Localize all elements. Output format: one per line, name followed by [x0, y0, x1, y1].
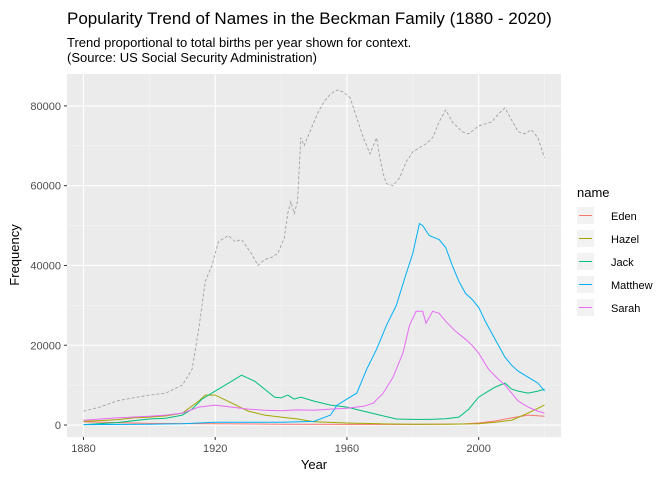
series-line-matthew [83, 222, 545, 426]
y-axis-title: Frequency [7, 224, 22, 286]
series-line-hazel [83, 394, 545, 425]
y-tick-label: 40000 [30, 260, 61, 272]
grid-major [67, 74, 561, 437]
legend-label-eden: Eden [611, 211, 637, 223]
grid-minor [67, 74, 561, 437]
plot-panel [67, 74, 561, 437]
legend-label-hazel: Hazel [611, 234, 639, 246]
y-tick-label: 20000 [30, 340, 61, 352]
legend: Eden Hazel Jack Matthew Sarah [577, 207, 653, 316]
chart-title: Popularity Trend of Names in the Beckman… [67, 9, 552, 28]
x-axis-title: Year [301, 457, 328, 472]
context-total-births-line [83, 89, 545, 412]
legend-label-matthew: Matthew [611, 280, 653, 292]
y-tick-label: 60000 [30, 181, 61, 193]
x-tick-label: 1880 [71, 443, 95, 455]
chart-subtitle-line-1: Trend proportional to total births per y… [67, 35, 411, 50]
x-tick-label: 2000 [466, 443, 490, 455]
x-tick-label: 1920 [203, 443, 227, 455]
series-line-jack [83, 374, 545, 426]
legend-label-sarah: Sarah [611, 303, 640, 315]
legend-label-jack: Jack [611, 257, 634, 269]
y-tick-label: 80000 [30, 101, 61, 113]
axis-ticks [64, 105, 480, 440]
series-line-sarah [83, 310, 545, 421]
x-tick-label: 1960 [335, 443, 359, 455]
y-tick-label: 0 [55, 420, 61, 432]
legend-title: name [577, 185, 610, 200]
context-line-layer [83, 89, 545, 412]
chart-subtitle-line-2: (Source: US Social Security Administrati… [67, 50, 317, 65]
series-lines-layer [83, 222, 545, 426]
